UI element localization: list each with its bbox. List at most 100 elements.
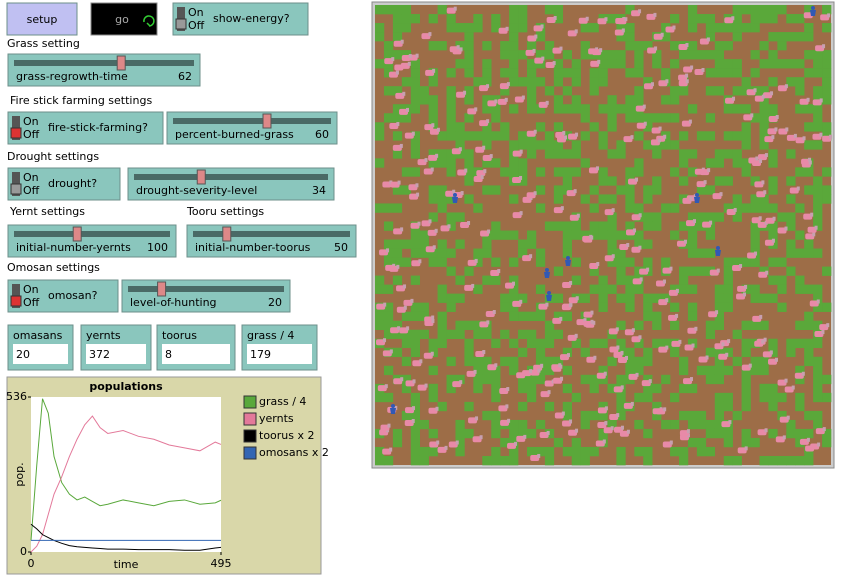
grass-patch [589, 221, 599, 231]
grass-patch [759, 122, 769, 132]
yernt [553, 377, 563, 384]
grass-patch [679, 365, 689, 376]
switch[interactable] [7, 111, 164, 145]
series-line [30, 415, 222, 553]
grass-patch [661, 338, 671, 349]
grass-patch [643, 194, 653, 204]
grass-patch [509, 437, 519, 448]
yernt-head [410, 298, 414, 303]
slider[interactable] [7, 224, 177, 258]
grass-patch [571, 230, 581, 240]
grass-patch [509, 446, 519, 457]
yernt-head [397, 326, 401, 331]
slider-track [128, 286, 284, 292]
switch-label: omosan? [48, 289, 98, 302]
slider[interactable] [121, 279, 291, 313]
grass-patch [759, 95, 769, 105]
grass-patch [518, 248, 528, 258]
grass-patch [375, 32, 385, 42]
grass-patch [670, 140, 680, 150]
grass-patch [616, 293, 626, 303]
omosan [546, 291, 552, 301]
grass-patch [822, 437, 832, 448]
switch[interactable] [7, 167, 121, 201]
grass-patch [598, 293, 608, 303]
yernt [801, 161, 811, 168]
grass-patch [625, 167, 635, 177]
grass-patch [410, 149, 421, 159]
grass-patch [679, 275, 689, 285]
slider[interactable] [166, 111, 338, 145]
grass-patch [813, 320, 823, 331]
yernt [505, 282, 515, 289]
grass-patch [714, 302, 725, 312]
grass-patch [696, 50, 707, 60]
grass-patch [544, 320, 555, 331]
yernt-head [471, 283, 475, 288]
yernt [655, 280, 665, 287]
yernt [682, 378, 692, 385]
grass-patch [714, 356, 725, 367]
section-label: Fire stick farming settings [10, 94, 152, 107]
grass-patch [562, 230, 573, 240]
grass-patch [375, 59, 385, 69]
yernt-head [473, 369, 477, 374]
yernt [631, 214, 641, 221]
switch[interactable] [7, 279, 119, 313]
grass-patch [383, 248, 394, 258]
grass-patch [598, 194, 608, 204]
grass-patch [446, 131, 456, 141]
grass-patch [518, 329, 528, 340]
grass-patch [464, 59, 474, 69]
grass-patch [535, 140, 546, 150]
slider[interactable] [127, 167, 335, 201]
grass-patch [804, 167, 814, 177]
grass-patch [580, 131, 590, 141]
yernt [393, 228, 403, 235]
grass-patch [786, 14, 796, 24]
yernt [820, 14, 830, 21]
grass-patch [616, 104, 626, 114]
yernt [512, 150, 522, 157]
yernt-head [817, 442, 821, 447]
grass-patch [723, 284, 733, 294]
grass-patch [822, 23, 832, 33]
yernt-head [701, 67, 705, 72]
grass-patch [822, 374, 832, 385]
grass-patch [687, 302, 698, 312]
go-button[interactable] [90, 2, 158, 36]
switch[interactable] [172, 2, 309, 36]
yernt-head [464, 168, 468, 173]
slider[interactable] [186, 224, 357, 258]
yernt-head [753, 88, 757, 93]
grass-patch [786, 239, 796, 249]
grass-patch [446, 266, 456, 276]
grass-patch [705, 131, 716, 141]
grass-patch [786, 338, 796, 349]
grass-patch [383, 455, 394, 466]
grass-patch [705, 428, 716, 439]
yernt-head [785, 127, 789, 132]
grass-patch [509, 275, 519, 285]
grass-patch [535, 311, 546, 321]
grass-patch [455, 329, 465, 340]
grass-patch [544, 446, 555, 457]
yernt [699, 38, 709, 45]
setup-button[interactable] [6, 2, 78, 36]
slider[interactable] [7, 53, 201, 87]
yernt-head [716, 268, 720, 273]
yernt-head [611, 254, 615, 259]
grass-patch [482, 374, 492, 385]
yernt [814, 331, 824, 338]
grass-patch [562, 401, 573, 412]
grass-patch [750, 5, 760, 15]
yernt-head [669, 440, 673, 445]
grass-patch [795, 365, 805, 376]
grass-patch [643, 311, 653, 321]
grass-patch [705, 23, 716, 33]
grass-patch [518, 77, 528, 87]
grass-patch [562, 239, 573, 249]
yernt [815, 428, 825, 435]
grass-patch [786, 176, 796, 186]
grass-patch [732, 149, 742, 159]
